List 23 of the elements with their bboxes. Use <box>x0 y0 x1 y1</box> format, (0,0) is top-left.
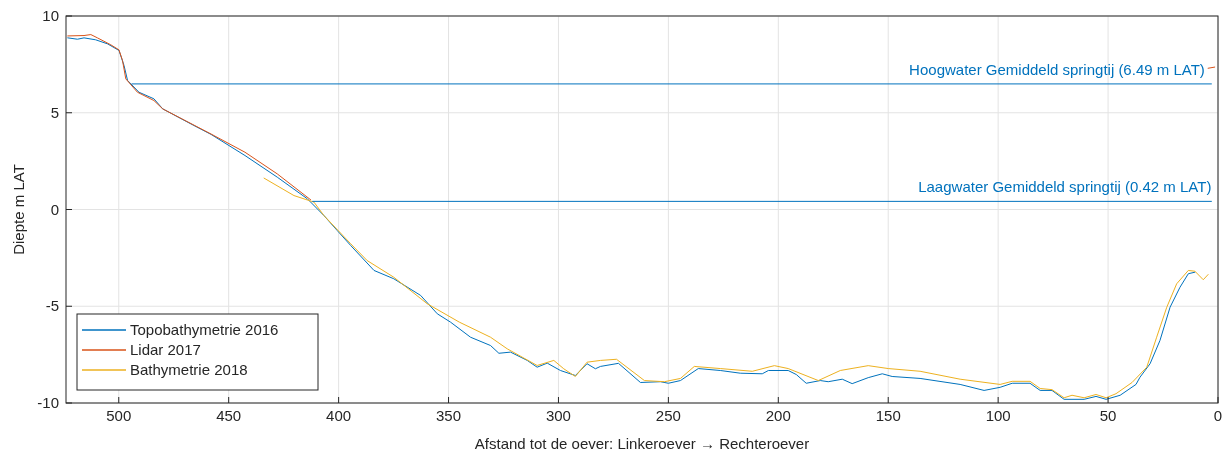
y-tick-label: 5 <box>50 103 59 121</box>
legend-label: Bathymetrie 2018 <box>130 361 248 378</box>
x-tick-label: 350 <box>436 407 462 424</box>
legend-label: Topobathymetrie 2016 <box>130 321 279 338</box>
y-tick-label: 10 <box>42 7 59 24</box>
x-tick-label: 450 <box>216 407 242 424</box>
x-tick-label: 0 <box>1213 407 1223 424</box>
y-tick-label: -10 <box>37 394 59 411</box>
y-tick-label: -5 <box>45 297 59 315</box>
annotation: Hoogwater Gemiddeld springtij (6.49 m LAT) <box>909 60 1205 78</box>
y-axis-title: Diepte m LAT <box>10 164 27 255</box>
x-axis-title: Afstand tot de oever: Linkeroever → Rechteroever <box>474 435 810 452</box>
x-tick-label: 500 <box>106 407 132 424</box>
x-tick-label: 300 <box>545 407 571 424</box>
annotation: Laagwater Gemiddeld springtij (0.42 m LAT) <box>918 178 1212 196</box>
x-tick-label: 250 <box>655 407 681 424</box>
legend-label: Lidar 2017 <box>130 341 201 358</box>
x-tick-label: 150 <box>875 407 901 424</box>
x-tick-label: 100 <box>985 407 1011 424</box>
x-tick-label: 400 <box>326 407 352 424</box>
x-tick-label: 200 <box>765 407 791 424</box>
x-tick-label: 50 <box>1099 407 1117 424</box>
y-tick-label: 0 <box>50 200 59 218</box>
